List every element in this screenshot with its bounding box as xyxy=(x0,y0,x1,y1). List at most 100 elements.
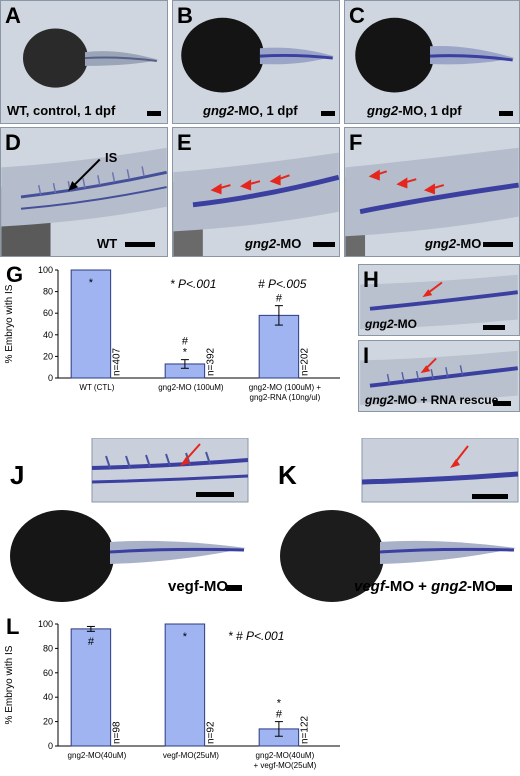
panel-caption: gng2-MO, 1 dpf xyxy=(367,103,462,118)
panel-label-l: L xyxy=(6,614,20,639)
panel-caption: gng2-MO + RNA rescue xyxy=(365,393,498,407)
gene-name: gng2 xyxy=(245,236,277,251)
category-label: gng2-RNA (10ng/ul) xyxy=(250,393,321,402)
panel-i: I gng2-MO + RNA rescue xyxy=(358,340,520,412)
scale-bar xyxy=(147,111,161,116)
y-axis-label: % Embryo with IS xyxy=(4,284,15,363)
n-label: n=202 xyxy=(300,347,311,376)
panel-label: J xyxy=(10,460,25,490)
bar xyxy=(70,628,112,747)
legend-text: # P<.005 xyxy=(258,277,307,291)
legend-text: * P<.001 xyxy=(170,277,216,291)
is-arrow-label: IS xyxy=(105,150,118,165)
scale-bar xyxy=(321,111,335,116)
caption-text: -MO xyxy=(276,236,302,251)
significance-marker: * xyxy=(183,631,188,643)
caption-text: -MO xyxy=(456,236,482,251)
scale-bar xyxy=(125,242,155,247)
significance-marker: # xyxy=(276,293,283,305)
gene-name: gng2 xyxy=(367,103,399,118)
panel-b: B gng2-MO, 1 dpf xyxy=(172,0,340,124)
caption-text: -MO xyxy=(393,317,417,331)
y-tick-label: 80 xyxy=(43,287,53,297)
y-axis-label: % Embryo with IS xyxy=(4,645,15,724)
embryo-image-f xyxy=(345,147,519,256)
significance-marker: # xyxy=(276,709,283,721)
y-tick-label: 0 xyxy=(48,741,53,751)
panel-k: K vegf-MO + gng2-MO xyxy=(270,438,520,608)
y-tick-label: 20 xyxy=(43,717,53,727)
gene-name-1: vegf xyxy=(354,578,385,595)
panel-label: I xyxy=(363,343,370,368)
category-label: gng2-MO (100uM) + xyxy=(249,383,322,392)
panel-label-g: G xyxy=(6,262,24,287)
bar xyxy=(258,314,300,379)
scale-bar xyxy=(483,325,505,330)
gene-name: gng2 xyxy=(365,393,394,407)
caption-text-end: -MO xyxy=(466,578,497,595)
scale-bar xyxy=(313,242,335,247)
panel-label: E xyxy=(177,130,192,155)
y-tick-label: 100 xyxy=(38,265,53,275)
panel-label: C xyxy=(349,3,365,28)
y-tick-label: 0 xyxy=(48,373,53,383)
panel-caption: vegf-MO + gng2-MO xyxy=(354,578,496,595)
scale-bar xyxy=(496,585,512,591)
panel-caption: gng2-MO xyxy=(365,317,417,331)
embryo-image-c xyxy=(355,17,515,93)
gene-name-2: gng2 xyxy=(431,578,467,595)
scale-bar xyxy=(493,401,511,406)
embryo-image-h xyxy=(360,274,518,330)
legend-text: * # P<.001 xyxy=(228,629,284,643)
embryo-image-i xyxy=(360,350,518,406)
scale-bar xyxy=(499,111,513,116)
panel-e: E gng2-MO xyxy=(172,127,340,257)
bar xyxy=(164,623,206,747)
panel-caption: WT xyxy=(97,236,118,251)
panel-f: F gng2-MO xyxy=(344,127,520,257)
panel-caption: gng2-MO xyxy=(425,236,481,251)
y-tick-label: 60 xyxy=(43,668,53,678)
embryo-image-e xyxy=(173,152,339,256)
chart-g: 0 20 40 60 80 100 % Embryo with IS * n=407 WT (CT… xyxy=(4,265,340,402)
caption-text: -MO, 1 dpf xyxy=(234,103,298,118)
n-label: n=98 xyxy=(112,721,123,744)
panel-j: J vegf-MO xyxy=(0,438,250,608)
category-label: gng2-MO(40uM) xyxy=(256,751,315,760)
embryo-image-b xyxy=(181,17,334,93)
panel-label: B xyxy=(177,3,193,28)
panel-caption: vegf-MO xyxy=(168,578,228,595)
caption-text: -MO + xyxy=(384,578,432,595)
significance-marker: # xyxy=(88,636,95,648)
significance-marker: * xyxy=(89,277,94,289)
panel-caption: gng2-MO, 1 dpf xyxy=(203,103,298,118)
category-label: gng2-MO (100uM) xyxy=(158,383,224,392)
y-tick-label: 40 xyxy=(43,692,53,702)
panel-label: D xyxy=(5,130,21,155)
panel-label: F xyxy=(349,130,363,155)
panel-label: A xyxy=(5,3,21,28)
panel-label: H xyxy=(363,267,379,292)
y-tick-label: 60 xyxy=(43,308,53,318)
embryo-image-j xyxy=(10,438,249,602)
caption-text: -MO + RNA rescue xyxy=(393,393,499,407)
gene-name: gng2 xyxy=(425,236,457,251)
scale-bar xyxy=(483,242,513,247)
significance-marker: # xyxy=(182,336,189,348)
n-label: n=407 xyxy=(112,347,123,376)
significance-marker: * xyxy=(277,698,282,710)
n-label: n=92 xyxy=(206,721,217,744)
panel-h: H gng2-MO xyxy=(358,264,520,336)
category-label: gng2-MO(40uM) xyxy=(68,751,127,760)
embryo-image-k xyxy=(280,438,519,602)
panel-d: D IS WT xyxy=(0,127,168,257)
gene-name: gng2 xyxy=(203,103,235,118)
y-tick-label: 20 xyxy=(43,351,53,361)
n-label: n=392 xyxy=(206,347,217,376)
embryo-image-d xyxy=(1,147,167,256)
scale-bar xyxy=(226,585,242,591)
panel-label: K xyxy=(278,460,297,490)
y-tick-label: 100 xyxy=(38,619,53,629)
caption-text: -MO, 1 dpf xyxy=(398,103,462,118)
y-tick-label: 40 xyxy=(43,330,53,340)
